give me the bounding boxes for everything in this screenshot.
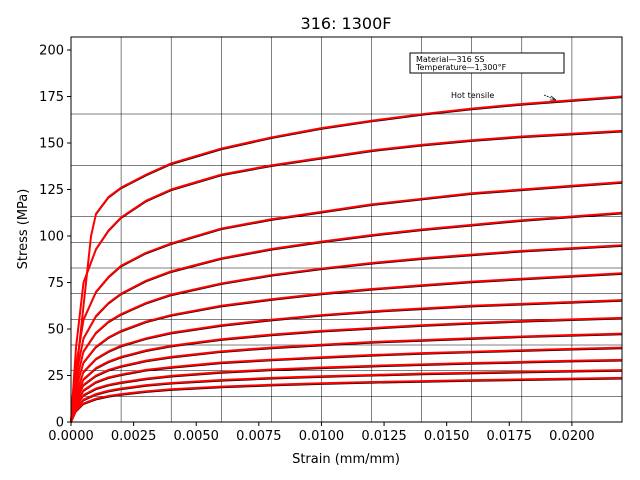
curves-layer [70,95,623,424]
y-tick-label: 200 [39,44,64,59]
model-curve-5 [70,244,623,423]
model-curve-8 [70,316,623,423]
x-axis: 0.0000 0.0025 0.0050 0.0075 0.0100 0.0125 0.01… [48,422,595,444]
x-tick-label: 0.0050 [173,429,219,444]
model-curve-9 [70,332,623,423]
y-tick-label: 25 [47,369,64,384]
x-tick-label: 0.0025 [111,429,157,444]
hot-tensile-arrow [543,94,557,101]
y-axis: 0 25 50 75 100 125 150 175 200 [39,44,71,431]
digitized-curve-13 [70,378,623,424]
hot-tensile-arrowhead [550,95,557,101]
annotation-temperature: Temperature—1,300°F [415,63,507,72]
y-tick-label: 0 [56,416,64,431]
x-tick-label: 0.0200 [549,429,595,444]
y-tick-label: 75 [47,276,64,291]
model-curve-2 [70,129,623,423]
chart-title: 316: 1300F [301,14,392,33]
plot-frame [70,36,623,423]
annotation-material: Material—316 SS [416,55,484,64]
y-tick-label: 150 [39,137,64,152]
y-tick-label: 100 [39,230,64,245]
hot-tensile-annotation: Hot tensile [451,91,557,101]
model-curve-12 [70,369,623,423]
y-tick-label: 125 [39,183,64,198]
x-tick-label: 0.0075 [236,429,282,444]
annotation-box: Material—316 SS Temperature—1,300°F [409,52,565,74]
hot-tensile-label: Hot tensile [451,91,494,100]
x-tick-label: 0.0125 [361,429,407,444]
x-tick-label: 0.0100 [299,429,345,444]
y-axis-label: Stress (MPa) [16,189,31,270]
model-curve-4 [70,211,623,423]
model-curve-10 [70,346,623,423]
digitized-curve-12 [70,370,623,424]
model-curve-1 [70,95,623,423]
model-curve-13 [70,376,623,423]
x-tick-label: 0.0150 [424,429,470,444]
plot-background-grid [71,37,622,422]
model-curve-6 [70,272,623,423]
model-curve-11 [70,358,623,423]
model-curve-3 [70,181,623,423]
x-axis-label: Strain (mm/mm) [292,452,400,467]
y-tick-label: 50 [47,323,64,338]
model-curve-7 [70,299,623,423]
x-tick-label: 0.0000 [48,429,94,444]
y-tick-label: 175 [39,90,64,105]
x-tick-label: 0.0175 [487,429,533,444]
